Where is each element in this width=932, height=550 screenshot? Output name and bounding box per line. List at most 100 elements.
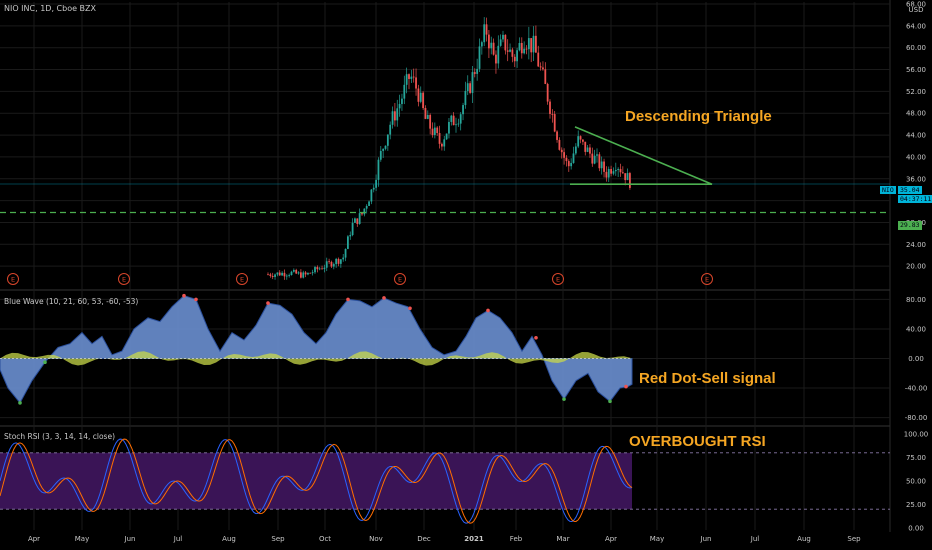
- x-tick-label: Jun: [124, 535, 136, 543]
- stoch-tick-label: 75.00: [906, 454, 926, 462]
- candle-body: [546, 83, 549, 102]
- candle-body: [285, 275, 288, 277]
- sell-dot: [486, 308, 490, 313]
- candle-body: [389, 124, 392, 135]
- candle-body: [323, 267, 326, 270]
- candle-body: [398, 103, 401, 109]
- candle-body: [391, 111, 394, 125]
- candle-body: [513, 56, 516, 62]
- blue-wave-area: [0, 295, 633, 404]
- x-tick-label: Dec: [417, 535, 431, 543]
- candle-body: [408, 74, 410, 79]
- candle-body: [499, 39, 502, 46]
- x-tick-label: May: [650, 535, 664, 543]
- chart-title: NIO INC, 1D, Cboe BZX: [4, 4, 97, 13]
- candle-body: [626, 173, 629, 181]
- candle-body: [379, 150, 382, 160]
- candle-body: [405, 74, 408, 85]
- candle-body: [492, 42, 495, 55]
- price-tick-label: 20.00: [906, 263, 926, 271]
- earnings-marker: [701, 273, 713, 285]
- candle-body: [584, 141, 587, 152]
- price-tick-label: 60.00: [906, 44, 926, 52]
- candle-body: [429, 114, 432, 129]
- price-tick-label: 56.00: [906, 66, 926, 74]
- overbought-rsi-annotation: OVERBOUGHT RSI: [629, 433, 766, 450]
- candle-body: [617, 169, 620, 170]
- candle-body: [433, 127, 436, 136]
- candle-body: [314, 267, 316, 273]
- candle-body: [309, 272, 312, 274]
- candle-body: [488, 34, 490, 49]
- stoch-tick-label: 100.00: [904, 431, 929, 439]
- candle-body: [598, 154, 601, 169]
- x-tick-label: Sep: [847, 535, 861, 543]
- x-tick-label: Nov: [369, 535, 383, 543]
- candle-body: [610, 169, 612, 174]
- candle-body: [271, 275, 274, 277]
- x-tick-label: 2021: [464, 535, 484, 543]
- candle-body: [386, 134, 389, 146]
- earnings-marker: [118, 273, 130, 285]
- x-tick-label: Jul: [750, 535, 760, 543]
- candle-body: [419, 92, 422, 102]
- earnings-marker: [394, 273, 406, 285]
- candle-body: [330, 261, 333, 267]
- candle-body: [506, 50, 509, 52]
- candle-body: [318, 268, 321, 270]
- candle-body: [438, 133, 441, 144]
- candle-body: [365, 205, 368, 209]
- candle-body: [539, 66, 542, 68]
- candle-body: [441, 143, 443, 147]
- candle-body: [372, 187, 375, 190]
- countdown-timer-tag: 04:37:11: [898, 195, 932, 203]
- candle-body: [361, 213, 363, 215]
- earnings-marker-label: E: [398, 276, 402, 284]
- x-tick-label: Aug: [222, 535, 236, 543]
- candle-body: [363, 208, 366, 215]
- candle-body: [448, 121, 450, 134]
- candle-body: [351, 222, 354, 236]
- candle-body: [511, 49, 514, 57]
- stoch-tick-label: 0.00: [908, 525, 924, 533]
- buy-dot: [608, 399, 612, 404]
- candle-body: [483, 24, 486, 43]
- candle-body: [292, 269, 295, 272]
- candle-body: [283, 272, 286, 277]
- earnings-marker-label: E: [556, 276, 560, 284]
- candle-body: [290, 271, 293, 276]
- candle-body: [274, 274, 276, 277]
- buy-dot: [18, 401, 22, 405]
- stoch-tick-label: 25.00: [906, 501, 926, 509]
- x-tick-label: Apr: [605, 535, 617, 543]
- candle-body: [297, 272, 300, 274]
- candle-body: [544, 69, 547, 84]
- candle-body: [572, 153, 575, 163]
- candle-body: [532, 35, 535, 53]
- price-tick-label: 68.00: [906, 1, 926, 9]
- wave-tick-label: 40.00: [906, 325, 926, 333]
- candle-body: [382, 148, 385, 151]
- candle-body: [605, 171, 608, 178]
- candle-body: [530, 38, 533, 53]
- candle-body: [473, 72, 476, 74]
- candle-body: [480, 42, 483, 47]
- candle-body: [466, 83, 469, 91]
- candle-body: [344, 248, 347, 258]
- candle-body: [560, 149, 563, 153]
- candle-body: [464, 90, 467, 106]
- earnings-marker-label: E: [705, 276, 709, 284]
- x-tick-label: Aug: [797, 535, 811, 543]
- candle-body: [589, 147, 591, 154]
- sell-dot: [346, 297, 350, 302]
- candle-body: [593, 155, 596, 164]
- stoch-tick-label: 50.00: [906, 478, 926, 486]
- candle-body: [368, 201, 370, 206]
- candle-body: [516, 50, 518, 62]
- sell-dot: [408, 306, 412, 311]
- candle-body: [570, 162, 573, 167]
- stoch-rsi-label: Stoch RSI (3, 3, 14, 14, close): [4, 432, 115, 441]
- support-level-tag: 29.83: [898, 221, 922, 230]
- x-tick-label: Feb: [510, 535, 523, 543]
- candle-body: [450, 115, 453, 122]
